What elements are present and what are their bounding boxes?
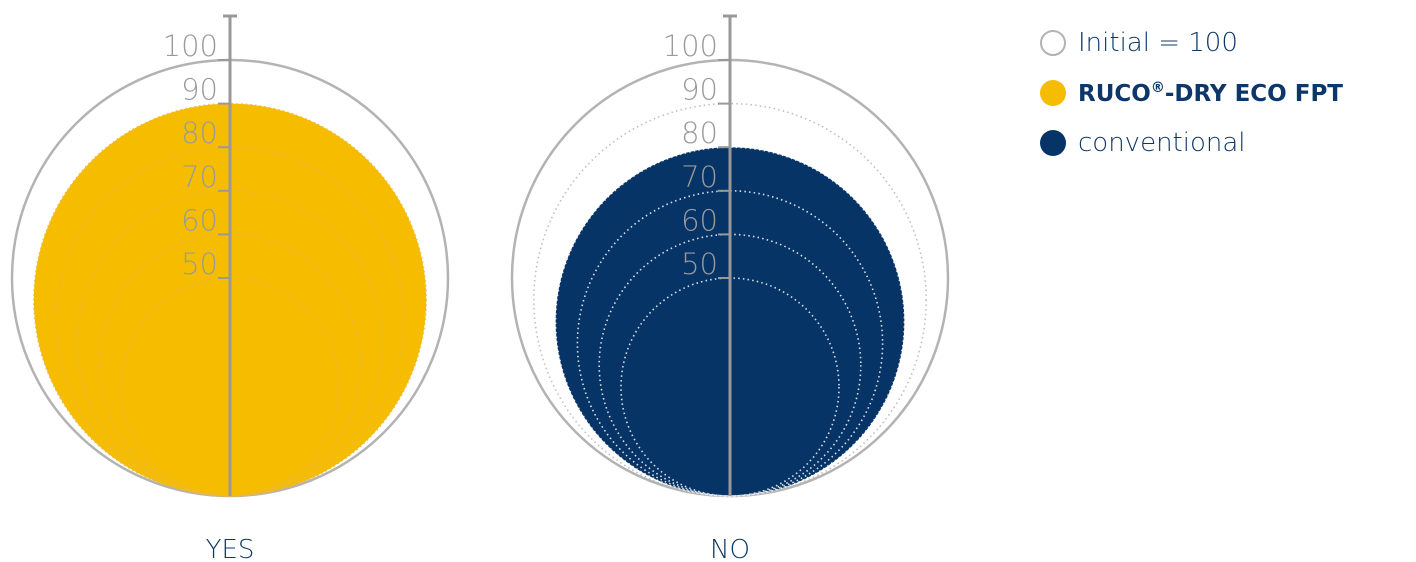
legend-item-initial: Initial = 100 <box>1040 18 1410 68</box>
tick-label-yes-80: 80 <box>181 116 218 150</box>
legend-label-conventional: conventional <box>1078 128 1246 158</box>
legend-item-ruco: RUCO®-DRY ECO FPT <box>1040 68 1410 118</box>
tick-label-no-90: 90 <box>681 73 718 107</box>
tick-label-no-60: 60 <box>681 203 718 237</box>
reference-circle-yes-90 <box>33 102 427 497</box>
category-label-no: NO <box>710 535 750 562</box>
tick-label-no-50: 50 <box>681 247 718 281</box>
tick-label-yes-60: 60 <box>181 203 218 237</box>
tick-label-yes-90: 90 <box>181 73 218 107</box>
legend-label-initial: Initial = 100 <box>1078 28 1238 58</box>
legend-swatch-initial <box>1040 30 1066 56</box>
legend-label-ruco: RUCO®-DRY ECO FPT <box>1078 79 1343 107</box>
tick-label-no-80: 80 <box>681 116 718 150</box>
tick-label-no-100: 100 <box>663 29 718 63</box>
category-label-yes: YES <box>206 535 255 562</box>
legend-item-conventional: conventional <box>1040 118 1410 168</box>
tick-label-yes-100: 100 <box>163 29 218 63</box>
legend-swatch-ruco <box>1040 80 1066 106</box>
tick-label-yes-50: 50 <box>181 247 218 281</box>
tick-label-no-70: 70 <box>681 160 718 194</box>
tick-label-yes-70: 70 <box>181 160 218 194</box>
legend-swatch-conventional <box>1040 130 1066 156</box>
reference-circle-no-90 <box>532 102 927 497</box>
legend: Initial = 100 RUCO®-DRY ECO FPT conventi… <box>1040 18 1410 168</box>
reference-circle-yes-70 <box>76 189 384 497</box>
